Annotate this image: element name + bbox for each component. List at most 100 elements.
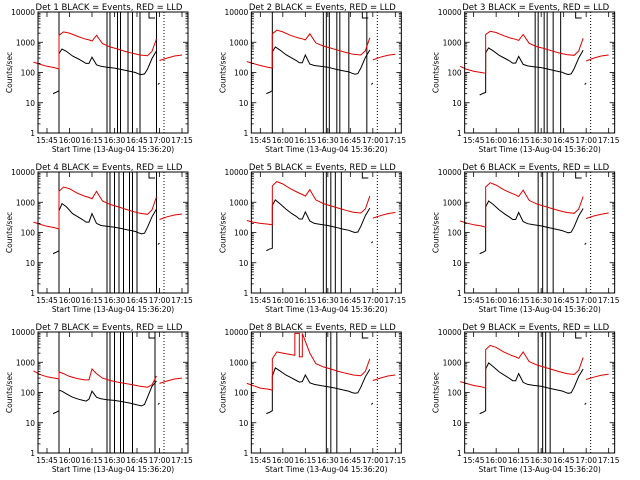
x-tick-label: 16:45 xyxy=(126,296,148,305)
x-tick-label: 17:15 xyxy=(385,456,407,465)
x-tick-label: 16:00 xyxy=(485,456,507,465)
y-tick-label: 1000 xyxy=(443,358,462,367)
x-axis-label: Start Time (13-Aug-04 15:36:20) xyxy=(265,305,387,314)
y-axis-label: Counts/sec xyxy=(218,52,227,93)
x-tick-label: 17:00 xyxy=(575,456,597,465)
events-series-line xyxy=(266,367,374,415)
y-axis-label: Counts/sec xyxy=(5,212,14,253)
panel-title: Det 9 BLACK = Events, RED = LLD xyxy=(462,323,609,333)
x-axis-label: Start Time (13-Aug-04 15:36:20) xyxy=(478,145,600,154)
x-tick-label: 17:00 xyxy=(362,456,384,465)
x-tick-label: 16:00 xyxy=(485,136,507,145)
y-tick-label: 1 xyxy=(457,129,462,138)
lld-series-line xyxy=(246,29,396,69)
y-tick-label: 1000 xyxy=(229,198,248,207)
detector-panel: Det 6 BLACK = Events, RED = LLD 1 10 100 100… xyxy=(432,163,620,314)
y-tick-label: 100 xyxy=(234,69,249,78)
x-tick-label: 15:45 xyxy=(463,456,485,465)
plot-frame xyxy=(37,11,189,134)
x-tick-label: 16:15 xyxy=(81,296,103,305)
y-tick-label: 10000 xyxy=(224,168,248,177)
x-axis-label: Start Time (13-Aug-04 15:36:20) xyxy=(478,465,600,474)
y-tick-label: 1000 xyxy=(16,358,35,367)
x-tick-label: 16:15 xyxy=(295,136,317,145)
x-tick-label: 16:30 xyxy=(104,296,126,305)
y-tick-label: 10 xyxy=(25,99,35,108)
detector-panel: Det 1 BLACK = Events, RED = LLD 1 10 100 100… xyxy=(5,3,193,154)
x-tick-label: 17:00 xyxy=(362,296,384,305)
x-tick-label: 16:15 xyxy=(81,456,103,465)
y-tick-label: 10000 xyxy=(224,328,248,337)
x-tick-label: 16:45 xyxy=(340,136,362,145)
y-axis-label: Counts/sec xyxy=(5,372,14,413)
y-tick-label: 1000 xyxy=(443,198,462,207)
y-axis-label: Counts/sec xyxy=(432,212,441,253)
events-series-line xyxy=(266,199,374,252)
y-tick-label: 1 xyxy=(30,289,35,298)
y-tick-label: 1 xyxy=(30,449,35,458)
y-axis-label: Counts/sec xyxy=(5,52,14,93)
saa-marker xyxy=(361,172,369,179)
x-tick-label: 16:30 xyxy=(317,136,339,145)
x-axis-label: Start Time (13-Aug-04 15:36:20) xyxy=(265,465,387,474)
x-tick-label: 15:45 xyxy=(36,136,58,145)
x-tick-label: 16:45 xyxy=(553,136,575,145)
events-series-line xyxy=(479,362,587,415)
y-tick-label: 10 xyxy=(452,419,462,428)
x-tick-label: 17:00 xyxy=(149,296,171,305)
x-tick-label: 16:30 xyxy=(530,136,552,145)
detector-panel: Det 2 BLACK = Events, RED = LLD 1 10 100 100… xyxy=(218,3,406,154)
x-tick-label: 15:45 xyxy=(36,296,58,305)
x-tick-label: 16:15 xyxy=(81,136,103,145)
y-tick-label: 1000 xyxy=(229,358,248,367)
y-tick-label: 10 xyxy=(239,99,249,108)
y-tick-label: 100 xyxy=(447,69,462,78)
y-tick-label: 10000 xyxy=(438,168,462,177)
x-axis-label: Start Time (13-Aug-04 15:36:20) xyxy=(52,145,174,154)
panel-title: Det 3 BLACK = Events, RED = LLD xyxy=(462,3,609,13)
x-tick-label: 16:00 xyxy=(485,296,507,305)
x-tick-label: 17:00 xyxy=(149,456,171,465)
y-tick-label: 100 xyxy=(447,389,462,398)
x-tick-label: 16:45 xyxy=(340,296,362,305)
x-tick-label: 16:15 xyxy=(295,296,317,305)
y-tick-label: 1 xyxy=(30,129,35,138)
x-tick-label: 17:15 xyxy=(598,456,620,465)
y-tick-label: 10000 xyxy=(438,8,462,17)
x-tick-label: 17:15 xyxy=(385,296,407,305)
y-axis-label: Counts/sec xyxy=(432,372,441,413)
y-tick-label: 1 xyxy=(244,289,249,298)
y-tick-label: 1000 xyxy=(16,38,35,47)
y-tick-label: 1 xyxy=(244,449,249,458)
y-tick-label: 10000 xyxy=(11,8,35,17)
x-tick-label: 17:15 xyxy=(385,136,407,145)
y-axis-label: Counts/sec xyxy=(218,372,227,413)
x-axis-label: Start Time (13-Aug-04 15:36:20) xyxy=(265,145,387,154)
y-tick-label: 100 xyxy=(21,69,36,78)
x-tick-label: 16:45 xyxy=(340,456,362,465)
events-series-line xyxy=(52,380,160,415)
x-tick-label: 16:00 xyxy=(272,456,294,465)
lld-series-line xyxy=(459,30,609,74)
x-axis-label: Start Time (13-Aug-04 15:36:20) xyxy=(52,465,174,474)
x-axis-label: Start Time (13-Aug-04 15:36:20) xyxy=(478,305,600,314)
events-series-line xyxy=(479,200,587,255)
y-tick-label: 1 xyxy=(457,449,462,458)
saa-marker xyxy=(575,332,582,339)
lld-series-line xyxy=(460,182,609,228)
x-tick-label: 17:15 xyxy=(171,136,193,145)
x-tick-label: 16:00 xyxy=(59,296,81,305)
panel-title: Det 1 BLACK = Events, RED = LLD xyxy=(36,3,183,13)
x-tick-label: 15:45 xyxy=(250,296,272,305)
y-tick-label: 10000 xyxy=(11,168,35,177)
saa-marker xyxy=(148,332,155,339)
x-tick-label: 16:45 xyxy=(553,456,575,465)
y-axis-label: Counts/sec xyxy=(218,212,227,253)
lld-series-line xyxy=(246,332,396,391)
x-tick-label: 16:30 xyxy=(317,296,339,305)
x-tick-label: 16:00 xyxy=(59,456,81,465)
y-tick-label: 100 xyxy=(447,229,462,238)
x-tick-label: 16:00 xyxy=(272,296,294,305)
plot-frame xyxy=(464,11,616,134)
x-tick-label: 16:45 xyxy=(126,456,148,465)
